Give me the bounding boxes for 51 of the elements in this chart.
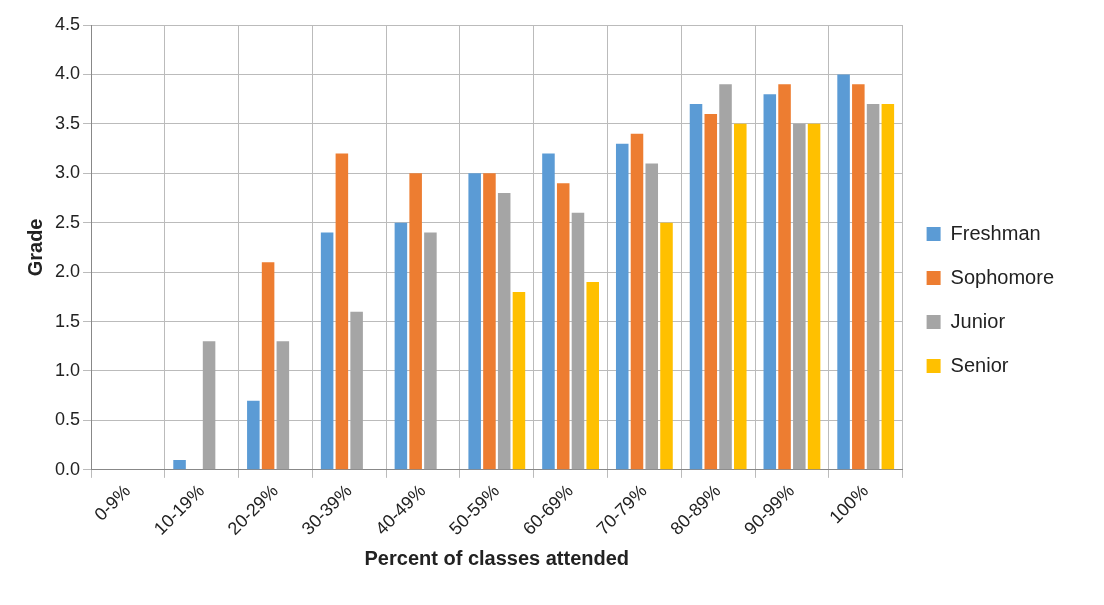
bar (335, 153, 349, 470)
bar (660, 222, 673, 470)
bar (276, 341, 290, 470)
y-tick-label: 2.0 (54, 261, 81, 282)
bar (424, 232, 437, 470)
bar (807, 123, 821, 470)
bar (734, 123, 747, 470)
bar (350, 311, 363, 470)
legend-label: Senior (950, 353, 1009, 376)
bar (202, 341, 216, 470)
y-tick-label: 4.5 (54, 13, 81, 34)
y-tick-label: 2.5 (54, 211, 81, 232)
bar (512, 291, 526, 470)
y-axis-title: Grade (23, 218, 46, 277)
bar (497, 193, 511, 470)
legend-label: Sophomore (950, 265, 1055, 288)
bar (866, 104, 880, 470)
bar (261, 262, 275, 470)
bar (719, 84, 732, 470)
bar (542, 153, 555, 470)
bar (645, 163, 659, 470)
y-tick-label: 3.0 (54, 162, 81, 183)
y-tick-label: 1.5 (54, 310, 81, 331)
bar (173, 459, 186, 470)
legend-label: Freshman (950, 221, 1041, 244)
bar (483, 173, 496, 470)
y-tick-label: 3.5 (54, 112, 81, 133)
y-tick-label: 4.0 (54, 63, 81, 84)
bar (793, 123, 806, 470)
bar (837, 74, 850, 470)
bar (468, 173, 481, 470)
x-axis-title: Percent of classes attended (364, 546, 630, 569)
bar (409, 173, 422, 470)
bar (778, 84, 791, 470)
bar (630, 133, 644, 470)
bar (615, 143, 629, 470)
bar (763, 94, 777, 470)
y-tick-label: 0.0 (54, 458, 81, 479)
legend-label: Junior (950, 309, 1006, 332)
bar (556, 183, 570, 470)
y-tick-label: 0.5 (54, 409, 81, 430)
bar (852, 84, 865, 470)
bar (689, 104, 703, 470)
bar (704, 113, 718, 470)
bar (320, 232, 334, 470)
bar (247, 400, 260, 470)
bar (571, 212, 585, 470)
bar (586, 282, 599, 470)
y-tick-label: 1.0 (54, 359, 81, 380)
bar (394, 222, 408, 470)
bar (881, 104, 895, 470)
